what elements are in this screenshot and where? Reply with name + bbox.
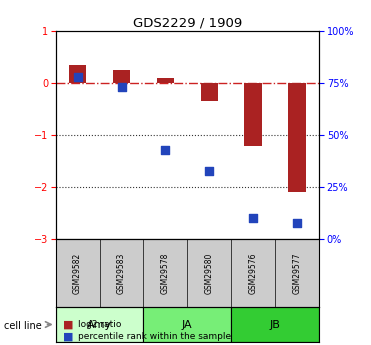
Text: GSM29576: GSM29576: [249, 253, 258, 294]
Point: [162, 147, 168, 152]
Point: [206, 168, 212, 173]
Bar: [56, 307, 144, 342]
Bar: [69, 65, 86, 83]
Bar: [231, 307, 319, 342]
Text: percentile rank within the sample: percentile rank within the sample: [78, 332, 231, 341]
Bar: [244, 83, 262, 146]
Title: GDS2229 / 1909: GDS2229 / 1909: [133, 17, 242, 30]
Bar: [200, 83, 218, 101]
Text: cell line: cell line: [4, 321, 42, 331]
Text: GSM29577: GSM29577: [293, 253, 302, 294]
Text: ■: ■: [63, 332, 73, 341]
Bar: [288, 83, 306, 193]
Text: JB: JB: [270, 319, 280, 329]
Text: ■: ■: [63, 319, 73, 329]
Point: [119, 85, 125, 90]
Point: [250, 216, 256, 221]
Text: JA: JA: [182, 319, 193, 329]
Text: GSM29582: GSM29582: [73, 253, 82, 294]
Bar: [157, 78, 174, 83]
Point: [294, 220, 300, 225]
Point: [75, 74, 81, 80]
Bar: [144, 307, 231, 342]
Text: log2 ratio: log2 ratio: [78, 320, 121, 329]
Text: GSM29583: GSM29583: [117, 253, 126, 294]
Text: Amy: Amy: [87, 319, 112, 329]
Text: GSM29580: GSM29580: [205, 253, 214, 294]
Text: GSM29578: GSM29578: [161, 253, 170, 294]
Bar: [113, 70, 130, 83]
